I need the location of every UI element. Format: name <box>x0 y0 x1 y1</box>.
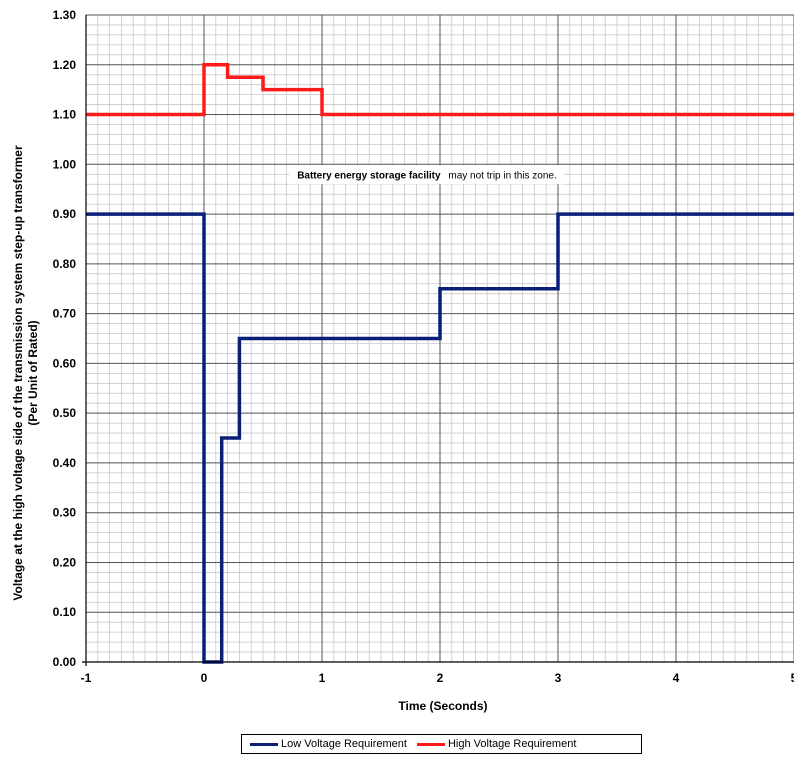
annotation-background <box>289 165 564 185</box>
legend-label-low: Low Voltage Requirement <box>281 738 407 750</box>
x-tick-labels: -1 0 1 2 3 4 5 <box>81 671 794 685</box>
x-tick-label: -1 <box>81 671 92 685</box>
x-tick-label: 5 <box>791 671 794 685</box>
axes <box>82 15 794 666</box>
y-tick-label: 0.60 <box>53 356 77 370</box>
x-tick-label: 4 <box>673 671 680 685</box>
y-tick-label: 1.30 <box>53 8 77 22</box>
y-tick-label: 0.10 <box>53 605 77 619</box>
legend-swatch-high <box>416 742 445 746</box>
y-tick-label: 0.70 <box>53 307 77 321</box>
y-tick-label: 0.30 <box>53 506 77 520</box>
y-tick-label: 1.20 <box>53 58 77 72</box>
legend: Low Voltage Requirement High Voltage Req… <box>241 734 642 754</box>
series-line-high-voltage <box>86 63 794 117</box>
y-tick-label: 0.80 <box>53 257 77 271</box>
y-tick-label: 1.10 <box>53 108 77 122</box>
legend-item-low: Low Voltage Requirement <box>250 738 407 750</box>
y-axis-title-line1: Voltage at the high voltage side of the … <box>11 145 25 601</box>
legend-item-high: High Voltage Requirement <box>416 738 577 750</box>
x-tick-label: 1 <box>319 671 326 685</box>
trip-zone-annotation: Battery energy storage facility may not … <box>289 165 564 185</box>
series-layer <box>86 63 794 664</box>
x-tick-label: 0 <box>201 671 208 685</box>
x-tick-label: 2 <box>437 671 444 685</box>
series-line-low-voltage <box>86 212 794 664</box>
legend-label-high: High Voltage Requirement <box>447 738 577 750</box>
y-tick-label: 1.00 <box>53 157 77 171</box>
y-axis-title-line2: (Per Unit of Rated) <box>26 320 40 425</box>
x-axis-title: Time (Seconds) <box>398 699 487 713</box>
y-tick-label: 0.00 <box>53 655 77 669</box>
y-tick-labels: 0.00 0.10 0.20 0.30 0.40 0.50 0.60 0.70 0.80 0.90… <box>53 8 77 669</box>
y-tick-label: 0.90 <box>53 207 77 221</box>
y-tick-label: 0.40 <box>53 456 77 470</box>
y-tick-label: 0.50 <box>53 406 77 420</box>
annotation-bold-text: Battery energy storage facility <box>297 170 441 181</box>
annotation-plain-text: may not trip in this zone. <box>448 170 556 181</box>
annotation-text: Battery energy storage facility may not … <box>297 170 557 181</box>
legend-swatch-low <box>250 742 278 746</box>
x-tick-label: 3 <box>555 671 562 685</box>
y-tick-label: 0.20 <box>53 555 77 569</box>
